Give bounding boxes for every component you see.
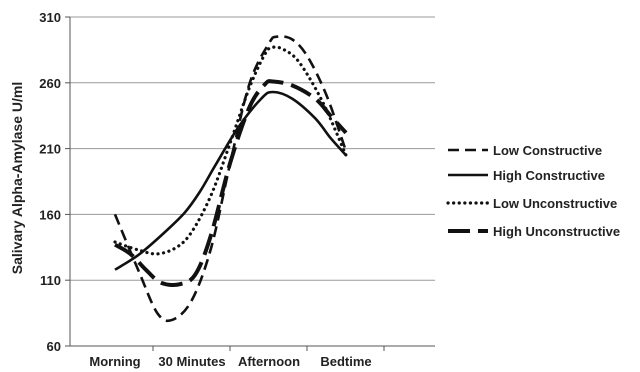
legend-label: High Unconstructive — [493, 224, 620, 239]
x-tick-label: Morning — [89, 354, 140, 369]
y-tick-label: 310 — [39, 10, 61, 25]
legend: Low Constructive High Constructive Low Unc… — [446, 143, 620, 239]
y-tick-label: 60 — [47, 339, 61, 354]
legend-label: Low Constructive — [493, 143, 602, 158]
grid — [70, 16, 435, 347]
series-line-high-constructive — [114, 90, 347, 271]
y-tick-label: 260 — [39, 76, 61, 91]
x-tick-label: Bedtime — [320, 354, 371, 369]
series-line-high-unconstructive — [114, 79, 348, 288]
legend-label: High Constructive — [493, 168, 605, 183]
y-axis: 60 110 160 210 260 310 — [39, 10, 71, 354]
y-axis-title: Salivary Alpha-Amylase U/ml — [9, 82, 25, 274]
legend-label: Low Unconstructive — [493, 196, 617, 211]
y-tick-label: 210 — [39, 142, 61, 157]
x-tick-label: 30 Minutes — [158, 354, 225, 369]
x-tick-label: Afternoon — [238, 354, 300, 369]
series-line-low-unconstructive — [113, 45, 348, 256]
y-tick-label: 110 — [40, 273, 61, 288]
y-tick-label: 160 — [39, 207, 61, 222]
x-axis: Morning 30 Minutes Afternoon Bedtime — [70, 345, 435, 369]
series-lines — [113, 35, 348, 323]
